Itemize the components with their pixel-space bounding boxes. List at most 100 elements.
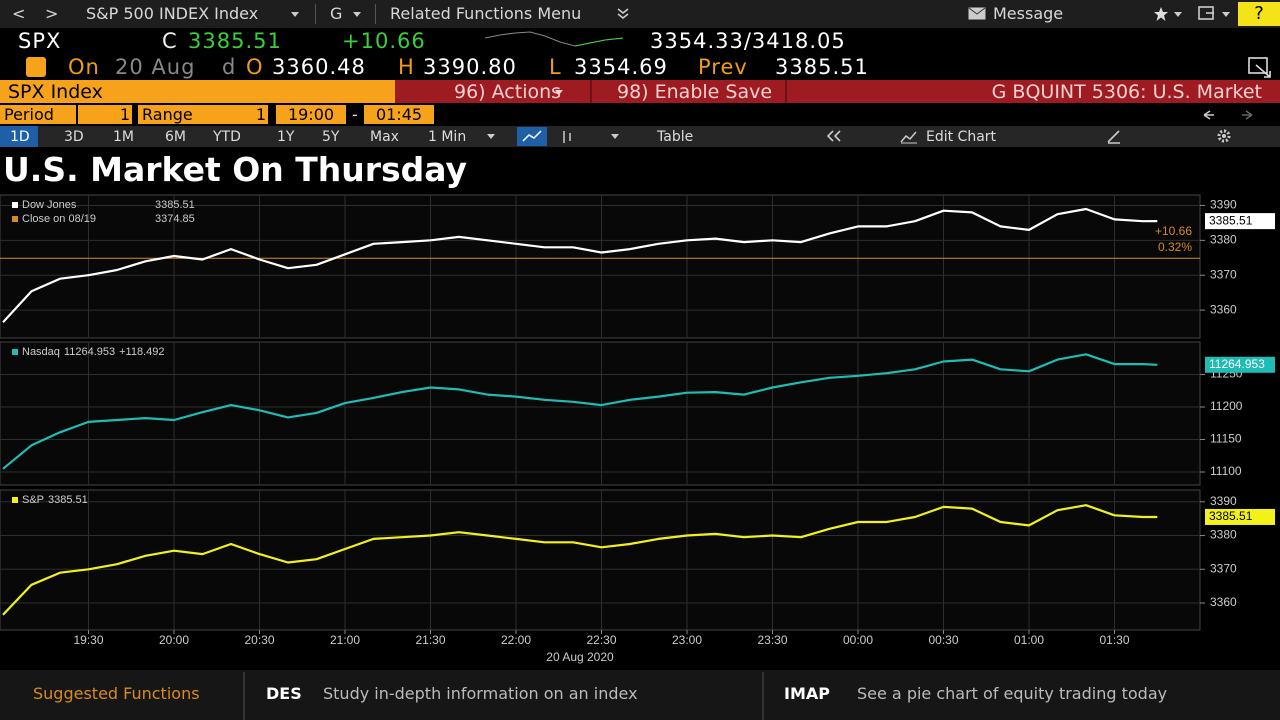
annotate-icon[interactable]: [1106, 129, 1122, 144]
timeframe-tab[interactable]: 1D: [10, 129, 30, 145]
d-label: d: [222, 55, 237, 79]
function-code[interactable]: DES: [266, 684, 302, 703]
timeframe-tab[interactable]: 5Y: [322, 129, 340, 145]
message-button[interactable]: Message: [993, 4, 1064, 23]
table-button[interactable]: Table: [657, 129, 694, 145]
price-line: [2, 504, 1158, 616]
sparkline: [485, 31, 624, 47]
x-tick-label: 00:00: [843, 633, 873, 647]
x-tick-label: 01:00: [1014, 633, 1044, 647]
separator: [762, 672, 764, 720]
g-menu[interactable]: G: [330, 4, 343, 23]
menu-bar: [395, 80, 1280, 103]
collapse-icon[interactable]: [826, 130, 842, 142]
last-value-label: 11264.953: [1209, 357, 1265, 371]
active-tab-highlight: [0, 126, 38, 147]
timeframe-tab[interactable]: Max: [370, 129, 399, 145]
y-tick-label: 3380: [1210, 233, 1237, 247]
edit-chart-button[interactable]: Edit Chart: [926, 129, 997, 145]
function-code[interactable]: IMAP: [784, 684, 830, 703]
last-value-label: 3385.51: [1209, 213, 1253, 227]
edit-chart-icon: [900, 131, 917, 144]
range-input[interactable]: 1: [214, 105, 268, 124]
x-tick-label: 00:30: [928, 633, 958, 647]
on-label: On: [68, 55, 100, 79]
export-icon[interactable]: [1248, 57, 1274, 79]
help-button[interactable]: ?: [1238, 2, 1280, 26]
security-name: SPX Index: [8, 81, 103, 103]
day-range: 3354.33/3418.05: [650, 29, 846, 53]
dropdown-icon: [555, 90, 563, 95]
related-functions-menu[interactable]: Related Functions Menu: [390, 4, 582, 23]
legend-change: +118.492: [119, 346, 164, 358]
legend-name: S&P: [22, 494, 44, 506]
legend-value: 11264.953: [64, 346, 115, 358]
open-value: 3360.48: [272, 55, 366, 79]
y-tick-label: 11150: [1210, 432, 1242, 446]
legend-label: Nasdaq 11264.953 +118.492: [22, 346, 164, 358]
separator: [315, 4, 316, 24]
window-icon[interactable]: [1198, 6, 1216, 22]
end-time[interactable]: 01:45: [364, 105, 434, 124]
forward-button[interactable]: >: [45, 4, 59, 23]
high-value: 3390.80: [423, 55, 517, 79]
enable-save-button[interactable]: 98) Enable Save: [617, 81, 773, 103]
back-button[interactable]: <: [12, 4, 26, 23]
timeframe-tab[interactable]: 1Y: [277, 129, 295, 145]
y-tick-label: 3370: [1210, 267, 1237, 281]
separator: [243, 672, 245, 720]
security-bar: [0, 80, 395, 103]
chart-toolbar: [0, 126, 1280, 147]
ticker: SPX: [18, 29, 62, 53]
actions-menu[interactable]: 96) Actions: [454, 81, 562, 103]
panel-background: [0, 341, 1201, 486]
x-tick-label: 23:00: [672, 633, 702, 647]
line-chart-button[interactable]: [517, 127, 547, 146]
settings-icon[interactable]: [1216, 128, 1232, 144]
favorite-icon[interactable]: [1153, 6, 1169, 22]
dropdown-icon: [291, 12, 299, 17]
interval-menu[interactable]: 1 Min: [428, 129, 467, 145]
timeframe-tab[interactable]: 6M: [165, 129, 186, 145]
function-description[interactable]: Study in-depth information on an index: [323, 684, 638, 703]
legend-value: 3374.85: [155, 213, 195, 225]
legend-swatch: [12, 349, 18, 355]
chevron-icon: [617, 8, 629, 20]
dropdown-icon: [611, 134, 619, 139]
timeframe-tab[interactable]: 1M: [113, 129, 134, 145]
legend-label: Dow Jones: [22, 199, 77, 211]
net-change: +10.66: [342, 29, 426, 53]
timeframe-tab[interactable]: YTD: [213, 129, 241, 145]
last-value-box: [1205, 213, 1275, 230]
y-tick-label: 3370: [1210, 561, 1237, 575]
separator: [590, 80, 592, 103]
bar-chart-button[interactable]: [558, 129, 578, 145]
legend-label: Close on 08/19: [22, 213, 96, 225]
start-time[interactable]: 19:00: [276, 105, 346, 124]
close-label: C: [162, 29, 178, 53]
x-tick-label: 21:00: [330, 633, 360, 647]
change-annotation: +10.66: [1155, 224, 1192, 238]
timeframe-tab[interactable]: 3D: [64, 129, 84, 145]
last-value-label: 3385.51: [1209, 509, 1253, 523]
function-title: G BQUINT 5306: U.S. Market: [991, 81, 1262, 103]
news-icon[interactable]: [26, 57, 46, 77]
last-price: 3385.51: [188, 29, 282, 53]
dropdown-icon: [1174, 12, 1182, 17]
legend-swatch: [12, 216, 18, 222]
function-description[interactable]: See a pie chart of equity trading today: [857, 684, 1168, 703]
y-tick-label: 3390: [1210, 198, 1237, 212]
undo-redo-icons[interactable]: [1200, 107, 1260, 123]
panel-background: [0, 194, 1201, 339]
x-tick-label: 20:30: [244, 633, 274, 647]
legend-swatch: [12, 497, 18, 503]
security-menu[interactable]: S&P 500 INDEX Index: [86, 4, 259, 23]
legend-name: Dow Jones: [22, 199, 77, 211]
x-tick-label: 01:30: [1099, 633, 1129, 647]
period-input[interactable]: 1: [78, 105, 132, 124]
x-axis-date: 20 Aug 2020: [546, 650, 614, 664]
legend-value: 3385.51: [48, 494, 88, 506]
range-label: Range: [138, 105, 214, 124]
period-label: Period: [0, 105, 76, 124]
